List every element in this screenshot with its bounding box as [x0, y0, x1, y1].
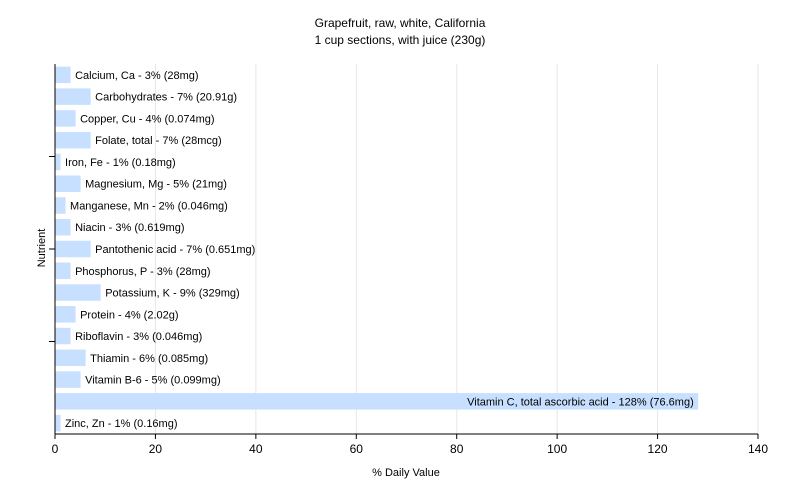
axes: 0 20 40 60 80 100 120 140 [49, 64, 768, 456]
bar [55, 284, 101, 301]
chart-title: Grapefruit, raw, white, California [315, 16, 486, 30]
bar [55, 240, 91, 258]
bar [55, 414, 61, 432]
bar [55, 110, 76, 127]
bar-label: Carbohydrates - 7% (20.91g) [95, 92, 237, 104]
bar-label: Vitamin B-6 - 5% (0.099mg) [85, 375, 221, 387]
bar-label: Calcium, Ca - 3% (28mg) [75, 70, 198, 82]
bar-label: Zinc, Zn - 1% (0.16mg) [65, 418, 177, 430]
bar-label: Folate, total - 7% (28mcg) [95, 135, 222, 147]
bar-label: Potassium, K - 9% (329mg) [105, 288, 240, 300]
bar [55, 327, 71, 345]
bar-label: Manganese, Mn - 2% (0.046mg) [70, 200, 228, 212]
x-tick-label: 80 [450, 442, 464, 456]
bar-label: Iron, Fe - 1% (0.18mg) [65, 157, 176, 169]
bar-label: Phosphorus, P - 3% (28mg) [75, 266, 211, 278]
gridlines [154, 64, 759, 434]
bar [55, 66, 71, 84]
bar-label: Vitamin C, total ascorbic acid - 128% (7… [467, 396, 694, 408]
bar [55, 197, 66, 214]
bar [55, 262, 71, 280]
chart-subtitle: 1 cup sections, with juice (230g) [315, 33, 486, 47]
bar [55, 349, 86, 367]
x-tick-label: 60 [350, 442, 364, 456]
bar [55, 175, 81, 192]
bar [55, 306, 76, 323]
bars: Calcium, Ca - 3% (28mg) Carbohydrates - 7… [55, 66, 699, 432]
bar [55, 371, 81, 388]
bar-label: Copper, Cu - 4% (0.074mg) [80, 113, 215, 125]
bar-label: Pantothenic acid - 7% (0.651mg) [95, 244, 255, 256]
bar-label: Niacin - 3% (0.619mg) [75, 222, 184, 234]
bar-label: Magnesium, Mg - 5% (21mg) [85, 179, 227, 191]
bar-label: Thiamin - 6% (0.085mg) [90, 353, 208, 365]
bar [55, 393, 699, 410]
x-tick-label: 120 [648, 442, 668, 456]
bar [55, 131, 91, 149]
bar [55, 88, 91, 105]
x-tick-label: 20 [149, 442, 163, 456]
x-tick-label: 40 [249, 442, 263, 456]
x-axis-label: % Daily Value [372, 467, 440, 479]
bar-label: Riboflavin - 3% (0.046mg) [75, 331, 202, 343]
y-axis-label: Nutrient [36, 229, 48, 268]
x-tick-label: 0 [52, 442, 59, 456]
bar [55, 153, 61, 171]
bar-label: Protein - 4% (2.02g) [80, 309, 178, 321]
x-tick-label: 140 [748, 442, 768, 456]
x-tick-label: 100 [547, 442, 567, 456]
bar [55, 218, 71, 236]
